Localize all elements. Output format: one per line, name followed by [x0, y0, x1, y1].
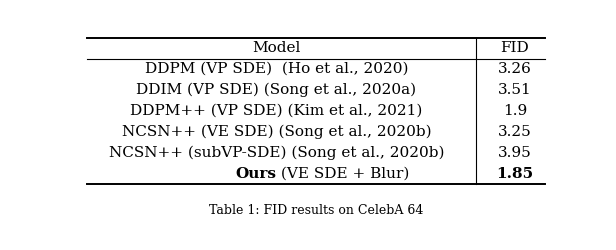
Text: (VE SDE + Blur): (VE SDE + Blur)	[277, 166, 410, 180]
Text: Ours: Ours	[235, 166, 277, 180]
Text: Table 1: FID results on CelebA 64: Table 1: FID results on CelebA 64	[208, 204, 423, 218]
Text: 3.25: 3.25	[498, 125, 532, 139]
Text: NCSN++ (VE SDE) (Song et al., 2020b): NCSN++ (VE SDE) (Song et al., 2020b)	[121, 124, 431, 139]
Text: DDPM (VP SDE)  (Ho et al., 2020): DDPM (VP SDE) (Ho et al., 2020)	[145, 62, 408, 76]
Text: 3.26: 3.26	[498, 62, 532, 76]
Text: Model: Model	[252, 41, 301, 55]
Text: DDIM (VP SDE) (Song et al., 2020a): DDIM (VP SDE) (Song et al., 2020a)	[136, 83, 416, 97]
Text: FID: FID	[501, 41, 529, 55]
Text: 3.51: 3.51	[498, 83, 532, 97]
Text: 3.95: 3.95	[498, 146, 532, 160]
Text: 1.9: 1.9	[503, 104, 527, 118]
Text: 1.85: 1.85	[496, 166, 533, 180]
Text: NCSN++ (subVP-SDE) (Song et al., 2020b): NCSN++ (subVP-SDE) (Song et al., 2020b)	[108, 146, 444, 160]
Text: DDPM++ (VP SDE) (Kim et al., 2021): DDPM++ (VP SDE) (Kim et al., 2021)	[130, 104, 423, 118]
